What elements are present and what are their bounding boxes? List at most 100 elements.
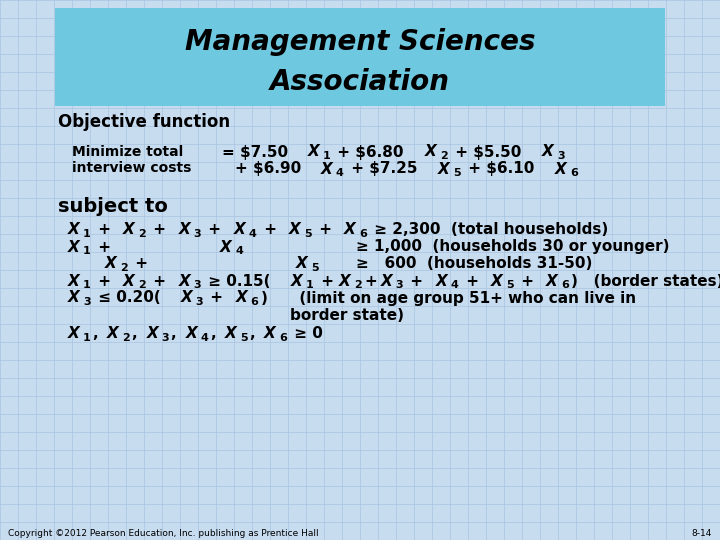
Text: 1: 1 — [305, 280, 313, 290]
Text: X: X — [343, 222, 356, 238]
Text: + $6.80: + $6.80 — [333, 145, 404, 159]
Text: 4: 4 — [451, 280, 459, 290]
Text: +: + — [148, 222, 171, 238]
Text: interview costs: interview costs — [72, 161, 192, 175]
Text: X: X — [220, 240, 232, 254]
Text: 4: 4 — [248, 229, 256, 239]
Text: + $7.25: + $7.25 — [346, 161, 418, 177]
Text: + $5.50: + $5.50 — [450, 145, 521, 159]
Text: X: X — [107, 327, 119, 341]
Text: +: + — [315, 273, 333, 288]
Text: X: X — [235, 291, 247, 306]
Text: + $6.90: + $6.90 — [235, 161, 301, 177]
Text: +: + — [130, 256, 148, 272]
Text: X: X — [339, 273, 351, 288]
Text: +: + — [203, 222, 227, 238]
Bar — [55, 8, 665, 106]
Text: +: + — [405, 273, 428, 288]
Text: 6: 6 — [279, 333, 287, 343]
Text: 3: 3 — [194, 280, 201, 290]
Text: X: X — [225, 327, 237, 341]
Text: ≥ 1,000  (households 30 or younger): ≥ 1,000 (households 30 or younger) — [356, 240, 670, 254]
Text: X: X — [123, 222, 135, 238]
Text: X: X — [438, 161, 450, 177]
Text: X: X — [555, 161, 567, 177]
Text: +: + — [258, 222, 282, 238]
Text: 3: 3 — [194, 229, 201, 239]
Text: 4: 4 — [201, 333, 209, 343]
Text: X: X — [425, 145, 436, 159]
Text: 2: 2 — [120, 263, 128, 273]
Text: X: X — [264, 327, 276, 341]
Text: +: + — [93, 222, 117, 238]
Text: ,: , — [93, 327, 104, 341]
Text: X: X — [146, 327, 158, 341]
Text: 1: 1 — [84, 229, 91, 239]
Text: 6: 6 — [359, 229, 366, 239]
Text: Association: Association — [270, 68, 450, 96]
Text: 3: 3 — [161, 333, 169, 343]
Text: 1: 1 — [84, 280, 91, 290]
Text: + $6.10: + $6.10 — [463, 161, 534, 177]
Text: 2: 2 — [122, 333, 130, 343]
Text: 5: 5 — [304, 229, 312, 239]
Text: 5: 5 — [240, 333, 248, 343]
Text: X: X — [68, 291, 80, 306]
Text: X: X — [307, 145, 319, 159]
Text: X: X — [546, 273, 557, 288]
Text: 3: 3 — [196, 297, 203, 307]
Text: +: + — [93, 273, 117, 288]
Text: ,: , — [171, 327, 182, 341]
Text: X: X — [179, 222, 190, 238]
Text: 1: 1 — [323, 151, 330, 161]
Text: 2: 2 — [138, 229, 146, 239]
Text: X: X — [491, 273, 503, 288]
Text: X: X — [68, 240, 80, 254]
Text: = $7.50: = $7.50 — [222, 145, 288, 159]
Text: 6: 6 — [561, 280, 569, 290]
Text: ≥   600  (households 31-50): ≥ 600 (households 31-50) — [356, 256, 593, 272]
Text: +: + — [93, 240, 111, 254]
Text: 3: 3 — [557, 151, 564, 161]
Text: 3: 3 — [84, 297, 91, 307]
Text: X: X — [289, 222, 300, 238]
Text: Management Sciences: Management Sciences — [185, 28, 535, 56]
Text: 1: 1 — [84, 333, 91, 343]
Text: X: X — [233, 222, 245, 238]
Text: X: X — [179, 273, 190, 288]
Text: 5: 5 — [506, 280, 513, 290]
Text: +: + — [364, 273, 377, 288]
Text: ≥ 0: ≥ 0 — [289, 327, 323, 341]
Text: Copyright ©2012 Pearson Education, Inc. publishing as Prentice Hall: Copyright ©2012 Pearson Education, Inc. … — [8, 529, 319, 537]
Text: X: X — [296, 256, 307, 272]
Text: ,: , — [211, 327, 222, 341]
Text: X: X — [380, 273, 392, 288]
Text: X: X — [290, 273, 302, 288]
Text: 5: 5 — [453, 168, 461, 178]
Text: subject to: subject to — [58, 198, 168, 217]
Text: 2: 2 — [440, 151, 448, 161]
Text: 3: 3 — [395, 280, 403, 290]
Text: Minimize total: Minimize total — [72, 145, 184, 159]
Text: 6: 6 — [570, 168, 578, 178]
Text: +: + — [314, 222, 337, 238]
Text: 2: 2 — [138, 280, 146, 290]
Text: X: X — [68, 273, 80, 288]
Text: 2: 2 — [354, 280, 361, 290]
Text: 5: 5 — [311, 263, 319, 273]
Text: ,: , — [250, 327, 261, 341]
Text: 4: 4 — [336, 168, 343, 178]
Text: X: X — [123, 273, 135, 288]
Text: +: + — [148, 273, 171, 288]
Text: ≤ 0.20(: ≤ 0.20( — [93, 291, 161, 306]
Text: ,: , — [132, 327, 143, 341]
Text: X: X — [436, 273, 447, 288]
Text: +: + — [461, 273, 484, 288]
Text: X: X — [68, 222, 80, 238]
Text: X: X — [68, 327, 80, 341]
Text: 1: 1 — [84, 246, 91, 256]
Text: +: + — [205, 291, 229, 306]
Text: X: X — [105, 256, 117, 272]
Text: X: X — [181, 291, 192, 306]
Text: ≥ 0.15(: ≥ 0.15( — [203, 273, 271, 288]
